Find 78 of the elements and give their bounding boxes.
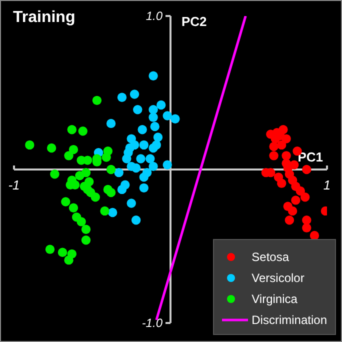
point	[162, 111, 172, 120]
point	[64, 255, 74, 265]
point	[148, 162, 158, 172]
point	[310, 230, 320, 240]
legend-label: Virginica	[252, 292, 298, 306]
point	[122, 154, 132, 164]
point	[131, 163, 141, 173]
point	[170, 114, 180, 124]
point	[68, 203, 78, 212]
point	[58, 248, 68, 257]
point	[290, 160, 299, 170]
point	[139, 140, 148, 150]
point	[269, 142, 278, 152]
point	[78, 126, 88, 136]
y-tick-label: -1.0	[142, 316, 163, 330]
point	[90, 192, 100, 202]
point	[284, 216, 294, 225]
point	[146, 154, 155, 164]
point	[67, 124, 77, 134]
point	[139, 183, 148, 193]
point	[68, 144, 78, 154]
point	[76, 217, 86, 226]
point	[296, 186, 305, 196]
point	[139, 172, 148, 182]
point	[291, 196, 300, 205]
point	[153, 132, 163, 142]
point	[100, 206, 110, 216]
point	[152, 140, 162, 150]
point	[92, 96, 102, 106]
point	[302, 223, 312, 232]
point	[81, 224, 91, 234]
point	[45, 244, 55, 254]
point	[106, 188, 116, 198]
point	[138, 124, 147, 134]
legend-label: Versicolor	[252, 270, 304, 284]
point	[131, 216, 141, 225]
point	[136, 154, 146, 164]
y-tick-label: 1.0	[146, 9, 163, 23]
x-tick-label: 1	[323, 178, 331, 192]
point	[288, 206, 298, 216]
legend-label: Setosa	[252, 250, 289, 264]
chart-title: Training	[13, 9, 76, 26]
point	[302, 164, 312, 174]
point	[114, 168, 124, 178]
point	[162, 160, 172, 170]
point	[282, 134, 291, 144]
point	[277, 140, 286, 150]
point	[130, 90, 140, 99]
point	[81, 168, 91, 178]
point	[150, 122, 160, 132]
point	[300, 192, 310, 202]
point	[277, 178, 286, 188]
point	[148, 112, 158, 122]
point	[117, 92, 127, 102]
point	[302, 216, 312, 225]
point	[106, 164, 116, 174]
point	[64, 151, 74, 160]
point	[50, 170, 60, 179]
point	[61, 197, 70, 206]
point	[108, 208, 118, 218]
point	[82, 156, 92, 165]
point	[156, 100, 166, 110]
point	[81, 236, 91, 245]
y-axis-title: PC2	[182, 14, 207, 29]
point	[46, 143, 56, 153]
legend-label: Discrimination	[252, 312, 327, 326]
point	[102, 152, 111, 162]
point	[148, 105, 158, 114]
point	[282, 151, 291, 160]
point	[269, 151, 278, 160]
point	[148, 71, 158, 80]
point	[106, 118, 116, 128]
point	[133, 105, 142, 114]
x-tick-label: -1	[8, 178, 20, 192]
point	[130, 140, 140, 150]
point	[117, 184, 127, 194]
point	[25, 140, 34, 150]
point	[126, 198, 136, 208]
